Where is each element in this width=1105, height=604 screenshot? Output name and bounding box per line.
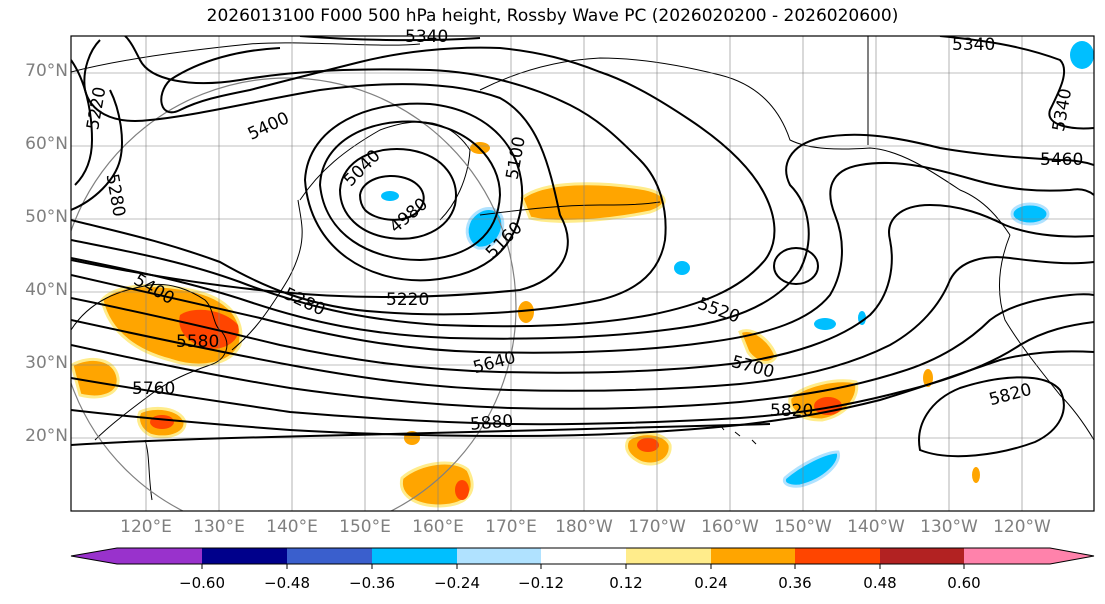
colorbar-tick-label: 0.24: [694, 574, 728, 592]
lon-label: 160°W: [701, 517, 759, 537]
colorbar-tick-label: −0.24: [434, 574, 480, 592]
negative-anomaly-low-center: [381, 191, 399, 201]
contour-5520: [71, 161, 1094, 354]
contour-5280: [71, 36, 667, 316]
coast-japan: [231, 199, 303, 351]
lon-label: 130°W: [920, 517, 978, 537]
contour-5820-south: [918, 376, 1065, 458]
lon-label: 170°E: [485, 517, 537, 537]
colorbar-segment: [117, 548, 202, 564]
graticule: [71, 36, 1094, 511]
lon-label: 140°E: [266, 517, 318, 537]
contour-high-closed: [773, 247, 819, 285]
positive-anomaly-baja-south: [972, 467, 980, 483]
positive-anomaly-taiwan-core: [150, 415, 174, 429]
lon-label: 140°W: [847, 517, 905, 537]
coast-north-america: [999, 234, 1094, 441]
lon-label: 160°E: [412, 517, 464, 537]
positive-anomaly-aleutian: [520, 182, 666, 223]
lat-label: 40°N: [25, 280, 68, 300]
colorbar-segment: [1050, 548, 1094, 564]
reference-circle: [71, 77, 517, 511]
contour-label: 5820: [770, 401, 813, 421]
negative-anomaly-okhotsk: [465, 207, 505, 250]
lon-label: 120°W: [993, 517, 1051, 537]
lon-label: 150°E: [339, 517, 391, 537]
lat-label: 70°N: [25, 61, 68, 81]
colorbar-segment: [457, 548, 541, 564]
contour-low-5100: [318, 120, 502, 262]
contour-label: 5460: [1040, 150, 1083, 170]
colorbar-segment: [711, 548, 795, 564]
colorbar-segment: [71, 548, 117, 564]
colorbar-tick-label: 0.48: [863, 574, 897, 592]
contour-low-4980: [358, 175, 425, 221]
coast-alaska: [479, 57, 1011, 236]
colorbar-tick-label: 0.36: [778, 574, 812, 592]
contour-5640: [71, 256, 1094, 392]
colorbar: [70, 547, 1095, 569]
colorbar-segment: [287, 548, 372, 564]
contour-5220: [71, 39, 569, 299]
colorbar-segment: [880, 548, 964, 564]
positive-anomaly-south-china: [71, 357, 120, 399]
lat-label: 60°N: [25, 134, 68, 154]
contour-label: 5220: [386, 290, 429, 310]
lon-label: 180°W: [555, 517, 613, 537]
contour-label: 5580: [176, 332, 219, 352]
lat-label: 50°N: [25, 207, 68, 227]
lon-label: 150°W: [774, 517, 832, 537]
colorbar-segment: [964, 548, 1050, 564]
contour-label: 5340: [405, 27, 448, 47]
map-title: 2026013100 F000 500 hPa height, Rossby W…: [206, 6, 899, 26]
contour-label: 5880: [469, 411, 514, 435]
colorbar-tick-label: −0.60: [179, 574, 225, 592]
contour-west-5280: [71, 89, 123, 211]
coast-asia-east: [71, 42, 421, 73]
colorbar-segment: [795, 548, 880, 564]
height-contours: [71, 36, 1094, 458]
lat-label: 20°N: [25, 426, 68, 446]
contour-low-5040: [338, 148, 457, 240]
colorbar-segment: [541, 548, 626, 564]
positive-anomaly-midpacific: [518, 301, 534, 323]
colorbar-segment: [372, 548, 457, 564]
colorbar-tick-label: −0.36: [349, 574, 395, 592]
contour-west-5220: [71, 59, 94, 186]
positive-anomaly-korea-core: [179, 309, 239, 349]
negative-anomaly-gulf-alaska: [1010, 202, 1050, 226]
contour-5460: [71, 133, 1094, 340]
contour-5580: [71, 203, 1094, 374]
contour-label: 5340: [952, 35, 995, 55]
colorbar-outline: [70, 547, 1095, 565]
contour-5700: [71, 293, 1094, 410]
map-frame: [70, 35, 1095, 512]
negative-anomaly-subtropical-pacific: [782, 450, 841, 488]
colorbar-tick-label: −0.48: [264, 574, 310, 592]
contour-5820: [71, 350, 1094, 438]
colorbar-tick-label: 0.12: [609, 574, 643, 592]
contour-5760: [71, 321, 1094, 426]
positive-anomaly-hawaii-core: [637, 438, 659, 452]
positive-anomaly-west-pacific-core: [455, 480, 469, 500]
contour-5340-arctic: [299, 36, 1094, 130]
colorbar-segment: [202, 548, 287, 564]
negative-anomaly-arctic: [1070, 41, 1094, 69]
contour-5400: [71, 46, 776, 328]
colorbar-segment: [626, 548, 711, 564]
lon-label: 130°E: [193, 517, 245, 537]
negative-anomaly-northeast-pacific: [814, 318, 836, 330]
positive-anomaly-baja: [923, 369, 933, 387]
lat-label: 30°N: [25, 353, 68, 373]
colorbar-tick-label: −0.12: [518, 574, 564, 592]
contour-low-5160: [303, 102, 524, 282]
lon-label: 120°E: [120, 517, 172, 537]
contour-5880: [71, 423, 771, 446]
colorbar-tick-label: 0.60: [947, 574, 981, 592]
lon-label: 170°W: [628, 517, 686, 537]
negative-anomaly-midpacific: [674, 261, 690, 275]
contour-label: 5760: [132, 379, 175, 399]
